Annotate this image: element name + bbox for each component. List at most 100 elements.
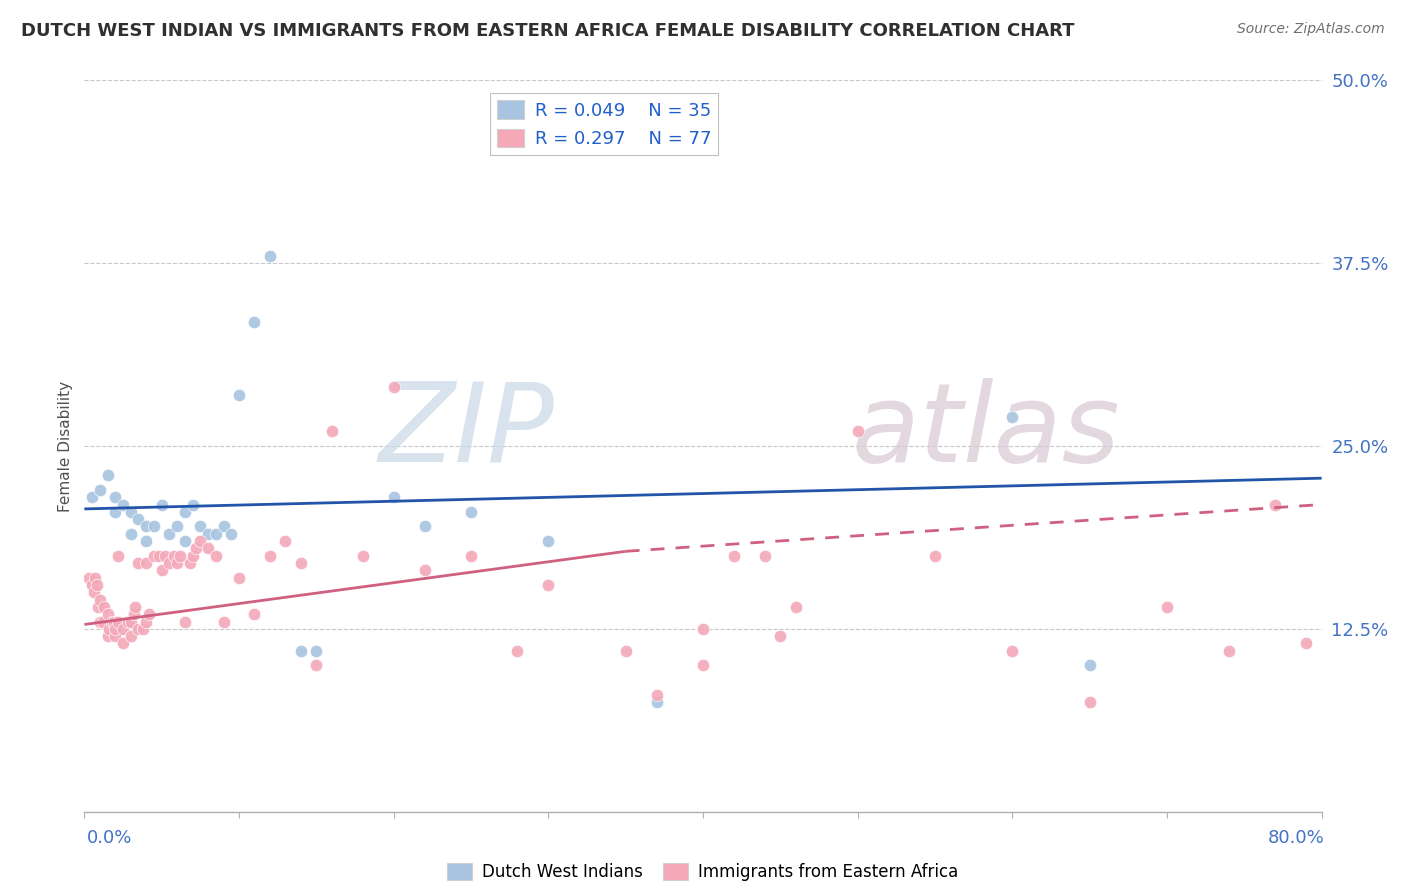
Point	[104, 622, 127, 636]
Point	[93, 599, 115, 614]
Point	[924, 549, 946, 563]
Point	[382, 490, 405, 504]
Point	[305, 658, 328, 673]
Point	[188, 519, 211, 533]
Point	[103, 615, 125, 629]
Point	[614, 644, 637, 658]
Y-axis label: Female Disability: Female Disability	[58, 380, 73, 512]
Point	[1295, 636, 1317, 650]
Point	[91, 615, 114, 629]
Text: ZIP: ZIP	[378, 378, 554, 485]
Point	[84, 571, 107, 585]
Point	[243, 607, 266, 622]
Point	[1156, 599, 1178, 614]
Point	[174, 615, 197, 629]
Point	[159, 526, 180, 541]
Point	[219, 526, 242, 541]
Point	[120, 615, 142, 629]
Point	[181, 498, 204, 512]
Point	[537, 534, 560, 549]
Point	[87, 599, 110, 614]
Point	[89, 592, 111, 607]
Point	[150, 563, 173, 577]
Point	[107, 615, 129, 629]
Point	[96, 629, 118, 643]
Point	[138, 607, 160, 622]
Point	[692, 622, 714, 636]
Point	[120, 629, 142, 643]
Point	[460, 505, 482, 519]
Point	[127, 622, 149, 636]
Point	[243, 315, 266, 329]
Text: 80.0%: 80.0%	[1268, 829, 1324, 847]
Point	[135, 556, 157, 570]
Point	[212, 519, 235, 533]
Point	[86, 578, 108, 592]
Point	[104, 505, 127, 519]
Point	[159, 556, 180, 570]
Point	[184, 541, 207, 556]
Point	[98, 622, 121, 636]
Point	[163, 549, 186, 563]
Point	[179, 556, 201, 570]
Point	[143, 549, 166, 563]
Text: Source: ZipAtlas.com: Source: ZipAtlas.com	[1237, 22, 1385, 37]
Point	[143, 519, 166, 533]
Point	[107, 549, 129, 563]
Text: DUTCH WEST INDIAN VS IMMIGRANTS FROM EASTERN AFRICA FEMALE DISABILITY CORRELATIO: DUTCH WEST INDIAN VS IMMIGRANTS FROM EAS…	[21, 22, 1074, 40]
Point	[321, 425, 343, 439]
Point	[153, 549, 176, 563]
Point	[127, 512, 149, 526]
Point	[1264, 498, 1286, 512]
Point	[1218, 644, 1240, 658]
Point	[127, 556, 149, 570]
Point	[290, 644, 312, 658]
Point	[166, 519, 188, 533]
Point	[120, 526, 142, 541]
Point	[148, 549, 170, 563]
Point	[77, 571, 100, 585]
Point	[645, 695, 668, 709]
Point	[754, 549, 776, 563]
Point	[228, 388, 250, 402]
Point	[174, 534, 197, 549]
Point	[135, 534, 157, 549]
Point	[413, 563, 436, 577]
Point	[169, 549, 191, 563]
Point	[112, 498, 135, 512]
Point	[413, 519, 436, 533]
Point	[305, 644, 328, 658]
Point	[228, 571, 250, 585]
Point	[1078, 658, 1101, 673]
Point	[104, 629, 127, 643]
Point	[259, 249, 281, 263]
Point	[460, 549, 482, 563]
Point	[1001, 409, 1024, 424]
Point	[723, 549, 745, 563]
Point	[205, 526, 228, 541]
Point	[166, 556, 188, 570]
Point	[120, 505, 142, 519]
Point	[181, 549, 204, 563]
Point	[89, 615, 111, 629]
Point	[112, 636, 135, 650]
Point	[352, 549, 374, 563]
Point	[259, 549, 281, 563]
Point	[1001, 644, 1024, 658]
Point	[82, 578, 104, 592]
Point	[1078, 695, 1101, 709]
Point	[769, 629, 792, 643]
Point	[645, 688, 668, 702]
Point	[122, 607, 145, 622]
Point	[290, 556, 312, 570]
Point	[135, 615, 157, 629]
Point	[96, 468, 118, 483]
Text: 0.0%: 0.0%	[87, 829, 132, 847]
Point	[274, 534, 297, 549]
Point	[188, 534, 211, 549]
Point	[382, 380, 405, 394]
Point	[83, 585, 105, 599]
Point	[197, 541, 219, 556]
Point	[101, 615, 124, 629]
Point	[506, 644, 529, 658]
